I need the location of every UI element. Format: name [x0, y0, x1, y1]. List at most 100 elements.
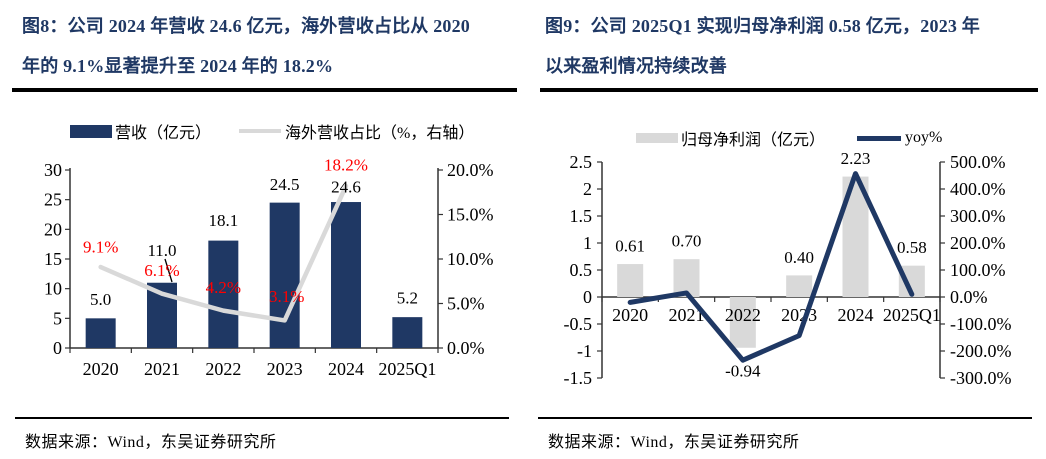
- bar: [673, 259, 700, 297]
- svg-text:-0.94: -0.94: [725, 361, 761, 380]
- svg-text:2023: 2023: [267, 359, 303, 379]
- category-labels: 2020 2021 2022 2023 2024 2025Q1: [612, 305, 941, 325]
- bar: [208, 240, 239, 348]
- svg-text:2022: 2022: [205, 359, 241, 379]
- svg-text:2020: 2020: [612, 305, 648, 325]
- legend-item-overseas-share: 海外营收占比（%，右轴）: [239, 119, 474, 143]
- svg-text:1: 1: [583, 233, 592, 253]
- legend-item-yoy: yoy%: [857, 129, 942, 147]
- figure-9-chart: 2.5 2 1.5 1 0.5 0 -0.5 -1 -1.5 500.0% 400.0% 300.0%…: [564, 149, 1012, 388]
- figure-9-title: 图9：公司 2025Q1 实现归母净利润 0.58 亿元，2023 年 以来盈利…: [545, 6, 1039, 86]
- svg-text:500.0%: 500.0%: [950, 152, 1006, 172]
- figure-8-bottom-rule: [15, 417, 509, 419]
- svg-text:200.0%: 200.0%: [950, 233, 1006, 253]
- svg-text:15: 15: [44, 249, 62, 269]
- svg-text:2022: 2022: [725, 305, 761, 325]
- svg-text:15.0%: 15.0%: [447, 205, 494, 225]
- svg-text:2: 2: [583, 179, 592, 199]
- svg-text:0.70: 0.70: [672, 232, 702, 251]
- figure-9-top-rule: [540, 88, 1038, 92]
- svg-text:2.5: 2.5: [570, 152, 593, 172]
- svg-text:10: 10: [44, 279, 62, 299]
- bar-value-labels: 5.0 11.0 18.1 24.5 24.6 5.2: [90, 175, 418, 309]
- bar: [147, 282, 177, 348]
- legend-item-net-profit: 归母净利润（亿元）: [636, 126, 825, 150]
- figure-8-legend: 营收（亿元） 海外营收占比（%，右轴）: [70, 119, 474, 143]
- category-labels: 2020 2021 2022 2023 2024 2025Q1: [83, 359, 437, 379]
- svg-text:9.1%: 9.1%: [83, 238, 118, 257]
- net-profit-swatch-icon: [636, 133, 678, 143]
- svg-text:10.0%: 10.0%: [447, 249, 494, 269]
- legend-label: yoy%: [905, 129, 943, 146]
- svg-text:2024: 2024: [328, 359, 364, 379]
- svg-text:2024: 2024: [838, 305, 874, 325]
- svg-text:0.5: 0.5: [570, 260, 593, 280]
- svg-text:0: 0: [583, 287, 592, 307]
- svg-text:30: 30: [44, 160, 62, 180]
- svg-text:2021: 2021: [669, 305, 705, 325]
- svg-text:20: 20: [44, 219, 62, 239]
- title-line: 以来盈利情况持续改善: [545, 56, 727, 76]
- legend-label: 归母净利润（亿元）: [681, 132, 826, 149]
- legend-label: 海外营收占比（%，右轴）: [285, 125, 475, 142]
- svg-text:2020: 2020: [83, 359, 119, 379]
- figure-9-bottom-rule: [538, 417, 1032, 419]
- figure-8-top-rule: [12, 88, 517, 92]
- svg-text:24.5: 24.5: [270, 175, 300, 194]
- overseas-share-line-swatch-icon: [239, 129, 282, 133]
- axes: 2.5 2 1.5 1 0.5 0 -0.5 -1 -1.5 500.0% 400.0% 300.0%…: [564, 152, 1012, 388]
- svg-text:11.0: 11.0: [147, 241, 176, 260]
- svg-text:300.0%: 300.0%: [950, 206, 1006, 226]
- axes: 0 5 10 15 20 25 30 0.0% 5.0% 10.0% 15.0% 20.0%: [44, 160, 494, 358]
- svg-text:2.23: 2.23: [841, 149, 871, 168]
- svg-text:0.0%: 0.0%: [447, 338, 485, 358]
- svg-text:-200.0%: -200.0%: [950, 341, 1012, 361]
- bars: [85, 202, 423, 348]
- svg-text:5: 5: [53, 308, 62, 328]
- revenue-swatch-icon: [70, 124, 112, 138]
- figure-9-legend: 归母净利润（亿元） yoy%: [636, 126, 942, 150]
- line-value-labels: 9.1% 6.1% 4.2% 3.1% 18.2%: [83, 156, 368, 306]
- bar: [85, 318, 116, 348]
- svg-text:2025Q1: 2025Q1: [378, 359, 436, 379]
- svg-text:24.6: 24.6: [331, 178, 361, 197]
- svg-text:5.2: 5.2: [397, 289, 418, 308]
- title-line: 年的 9.1%显著提升至 2024 年的 18.2%: [22, 56, 334, 76]
- bar: [786, 275, 813, 297]
- legend-item-revenue: 营收（亿元）: [70, 119, 211, 143]
- svg-text:1.5: 1.5: [570, 206, 593, 226]
- svg-text:-0.5: -0.5: [564, 314, 593, 334]
- svg-text:0.58: 0.58: [897, 238, 927, 257]
- svg-text:4.2%: 4.2%: [206, 278, 241, 297]
- svg-text:0.61: 0.61: [615, 237, 645, 256]
- svg-text:5.0%: 5.0%: [447, 294, 485, 314]
- svg-text:2023: 2023: [781, 305, 817, 325]
- bar-value-labels: 0.61 0.70 -0.94 0.40 2.23 0.58: [615, 149, 926, 380]
- svg-text:6.1%: 6.1%: [144, 261, 179, 280]
- title-line: 图9：公司 2025Q1 实现归母净利润 0.58 亿元，2023 年: [545, 16, 980, 36]
- svg-text:2025Q1: 2025Q1: [883, 305, 941, 325]
- yoy-line-swatch-icon: [857, 135, 902, 141]
- line-series: [98, 183, 349, 323]
- figure-8-source: 数据来源：Wind，东吴证券研究所: [25, 434, 277, 451]
- svg-text:100.0%: 100.0%: [950, 260, 1006, 280]
- svg-text:18.1: 18.1: [208, 211, 238, 230]
- bar: [269, 202, 300, 348]
- svg-text:-300.0%: -300.0%: [950, 368, 1012, 388]
- legend-label: 营收（亿元）: [115, 125, 212, 142]
- title-line: 图8：公司 2024 年营收 24.6 亿元，海外营收占比从 2020: [22, 16, 470, 36]
- svg-text:400.0%: 400.0%: [950, 179, 1006, 199]
- bar: [331, 202, 361, 348]
- svg-text:2021: 2021: [144, 359, 180, 379]
- svg-text:18.2%: 18.2%: [324, 156, 368, 175]
- svg-text:0.0%: 0.0%: [950, 287, 988, 307]
- svg-text:0.40: 0.40: [784, 248, 814, 267]
- bar: [842, 176, 869, 297]
- bar: [898, 265, 925, 297]
- svg-text:3.1%: 3.1%: [269, 287, 304, 306]
- bar: [392, 317, 423, 348]
- svg-text:5.0: 5.0: [90, 290, 111, 309]
- line-series: [627, 171, 915, 363]
- bar: [617, 264, 644, 297]
